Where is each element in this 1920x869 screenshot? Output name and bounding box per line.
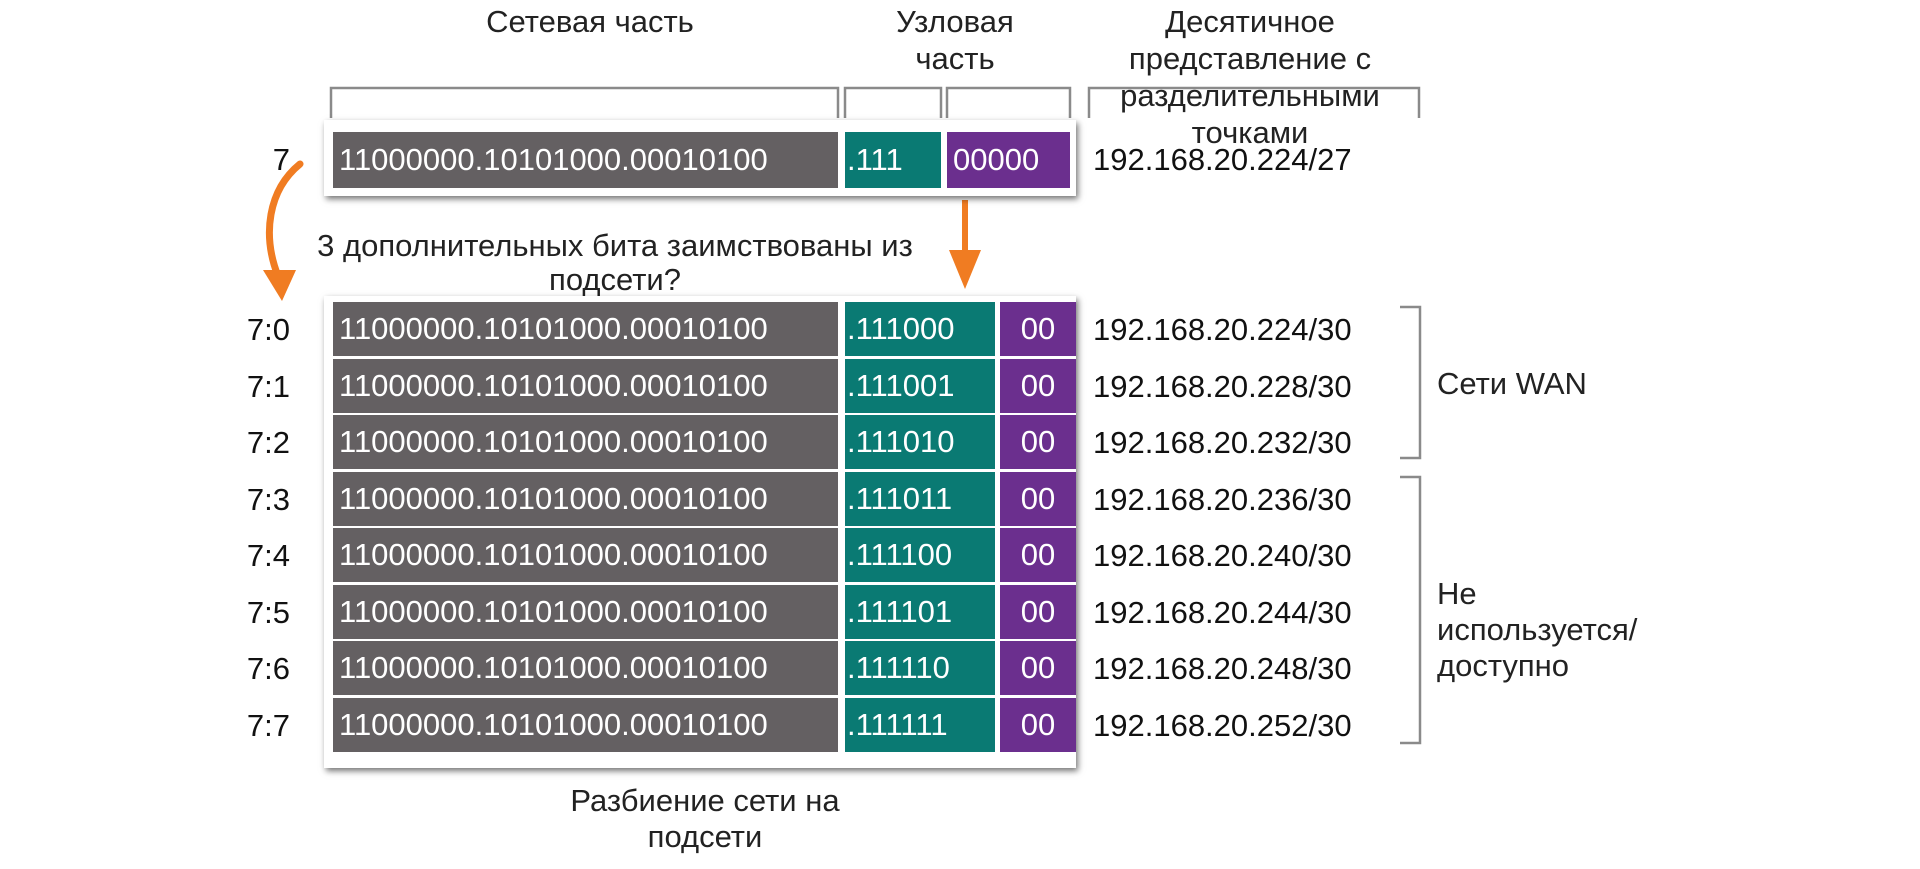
subnet-row-label: 7:6 <box>246 651 290 686</box>
dotted-decimal-header-line: точками <box>1191 115 1309 150</box>
subnet-row-subnet-bits: .111110 <box>845 641 995 695</box>
borrowed-bits-question: 3 дополнительных бита заимствованы из по… <box>270 229 960 297</box>
host-part-bracket-host <box>945 86 1072 118</box>
subnet-row-host-bits: 00 <box>1000 359 1076 413</box>
top-row-subnet-bits: .111 <box>845 132 941 188</box>
subnet-row-network-bits: 11000000.10101000.00010100 <box>333 528 838 582</box>
subnet-row-host-bits: 00 <box>1000 641 1076 695</box>
subnet-row-dotted: 192.168.20.244/30 <box>1093 595 1352 630</box>
subnet-row-subnet-bits: .111100 <box>845 528 995 582</box>
dotted-decimal-header-line: Десятичное <box>1165 4 1335 39</box>
subnetting-caption: Разбиение сети на подсети <box>540 783 870 855</box>
wan-group-label: Сети WAN <box>1437 366 1587 401</box>
subnet-row-subnet-bits: .111111 <box>845 698 995 752</box>
subnet-row-subnet-bits: .111011 <box>845 472 995 526</box>
subnet-row-dotted: 192.168.20.232/30 <box>1093 425 1352 460</box>
host-part-header-line: часть <box>915 41 995 76</box>
subnet-row-subnet-bits: .111001 <box>845 359 995 413</box>
dotted-decimal-header-line: разделительными <box>1120 78 1380 113</box>
subnet-row-dotted: 192.168.20.240/30 <box>1093 538 1352 573</box>
subnet-row-label: 7:7 <box>246 708 290 743</box>
subnet-row-label: 7:5 <box>246 595 290 630</box>
dotted-decimal-header: Десятичное представление с разделительны… <box>1100 3 1400 151</box>
subnet-row-label: 7:1 <box>246 369 290 404</box>
top-row-network-bits: 11000000.10101000.00010100 <box>333 132 838 188</box>
subnet-row-dotted: 192.168.20.252/30 <box>1093 708 1352 743</box>
host-part-header: Узловая часть <box>860 3 1050 77</box>
top-row-dotted: 192.168.20.224/27 <box>1093 142 1352 177</box>
unused-group-label: Не используется/ доступно <box>1437 576 1637 684</box>
subnet-row-host-bits: 00 <box>1000 302 1076 356</box>
subnet-row-label: 7:2 <box>246 425 290 460</box>
subnet-row-network-bits: 11000000.10101000.00010100 <box>333 698 838 752</box>
subnet-row-network-bits: 11000000.10101000.00010100 <box>333 302 838 356</box>
subnet-row-subnet-bits: .111000 <box>845 302 995 356</box>
host-part-bracket-subnet <box>843 86 943 118</box>
subnet-row-network-bits: 11000000.10101000.00010100 <box>333 641 838 695</box>
caption-line: Разбиение сети на <box>570 783 840 818</box>
subnet-row-dotted: 192.168.20.236/30 <box>1093 482 1352 517</box>
subnet-row-label: 7:0 <box>246 312 290 347</box>
subnet-row-network-bits: 11000000.10101000.00010100 <box>333 585 838 639</box>
center-arrow-head <box>949 250 981 289</box>
subnet-row-host-bits: 00 <box>1000 528 1076 582</box>
subnet-row-subnet-bits: .111010 <box>845 415 995 469</box>
subnet-row-network-bits: 11000000.10101000.00010100 <box>333 472 838 526</box>
wan-group-bracket <box>1400 305 1422 460</box>
network-part-bracket <box>329 86 840 118</box>
network-part-header: Сетевая часть <box>486 4 694 39</box>
subnet-row-label: 7:4 <box>246 538 290 573</box>
subnet-row-network-bits: 11000000.10101000.00010100 <box>333 359 838 413</box>
subnet-row-dotted: 192.168.20.228/30 <box>1093 369 1352 404</box>
subnet-row-subnet-bits: .111101 <box>845 585 995 639</box>
subnet-row-host-bits: 00 <box>1000 698 1076 752</box>
center-arrow-shaft <box>962 200 968 252</box>
caption-line: подсети <box>647 819 763 854</box>
dotted-decimal-bracket <box>1087 86 1421 118</box>
unused-group-line: используется/ <box>1437 612 1638 647</box>
subnet-row-host-bits: 00 <box>1000 472 1076 526</box>
subnet-row-host-bits: 00 <box>1000 585 1076 639</box>
left-arrow-head <box>263 270 296 301</box>
subnet-row-network-bits: 11000000.10101000.00010100 <box>333 415 838 469</box>
unused-group-bracket <box>1400 475 1422 745</box>
top-row-label: 7 <box>272 142 290 177</box>
unused-group-line: Не <box>1437 576 1477 611</box>
subnet-row-label: 7:3 <box>246 482 290 517</box>
question-line: подсети? <box>549 262 681 297</box>
unused-group-line: доступно <box>1437 648 1570 683</box>
subnet-row-host-bits: 00 <box>1000 415 1076 469</box>
host-part-header-line: Узловая <box>896 4 1014 39</box>
top-row-host-bits: 00000 <box>947 132 1070 188</box>
dotted-decimal-header-line: представление с <box>1128 41 1372 76</box>
subnet-row-dotted: 192.168.20.248/30 <box>1093 651 1352 686</box>
left-arrow-shaft <box>265 160 304 280</box>
header-brackets <box>329 86 1422 745</box>
subnet-row-dotted: 192.168.20.224/30 <box>1093 312 1352 347</box>
orange-arrows <box>263 160 981 301</box>
question-line: 3 дополнительных бита заимствованы из <box>317 228 913 263</box>
